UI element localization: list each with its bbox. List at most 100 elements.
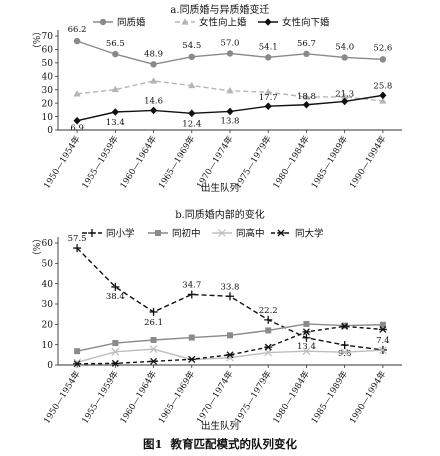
panel-a-series-2-point-7-shape xyxy=(302,93,311,100)
panel-b-series-4-point-4 xyxy=(187,355,196,363)
panel-b-legend-marker-1 xyxy=(88,229,96,237)
panel-a-y-axis-label: （%） xyxy=(32,27,43,54)
panel-b-series-2-point-5-shape xyxy=(227,332,233,339)
panel-a-series-3-label-6: 17.7 xyxy=(259,93,278,103)
panel-b-series-2-point-6-shape xyxy=(265,327,272,334)
panel-b-series-4-point-5 xyxy=(226,351,234,359)
panel-b-legend-marker-1-shape xyxy=(88,229,96,237)
panel-b-series-3-point-7 xyxy=(302,347,311,356)
panel-a-series-1-point-9-shape xyxy=(379,56,387,63)
panel-a-series-2-point-6-shape xyxy=(264,88,272,95)
panel-a-series-3-point-1 xyxy=(73,116,81,125)
panel-a-legend-item-3 xyxy=(258,18,278,26)
panel-a-series-1-point-7 xyxy=(303,50,310,58)
panel-a-series-1-point-8-shape xyxy=(341,54,348,61)
figure-label: 图1 xyxy=(142,437,163,451)
panel-b-series-4-point-9 xyxy=(378,325,387,333)
panel-a-x-tick-label-2: 1960—1964年 xyxy=(118,133,160,190)
panel-a-series-2-point-2-shape xyxy=(111,85,119,93)
panel-b-series-1-point-8 xyxy=(340,341,349,350)
panel-b-y-tick-label-6: 60 xyxy=(42,239,54,249)
panel-b-legend-label-3: 同高中 xyxy=(236,228,265,240)
panel-b-series-1-point-8-shape xyxy=(340,341,349,350)
panel-b-series-4-point-9-shape xyxy=(378,325,387,333)
panel-b-legend-marker-2-shape xyxy=(155,230,161,236)
panel-b-series-1-point-2-shape xyxy=(111,282,120,291)
panel-b-series-3-point-9-shape xyxy=(378,346,387,355)
panel-a-series-1-point-2 xyxy=(112,50,119,58)
panel-b-series-2-point-7 xyxy=(303,320,310,327)
panel-a-series-1-label-7: 56.7 xyxy=(297,39,316,49)
panel-b-series-2-point-2-shape xyxy=(112,340,119,347)
panel-b-x-tick-label-0: 1950—1954年 xyxy=(41,368,83,425)
panel-b-legend-item-2 xyxy=(148,230,168,236)
panel-b-series-1-point-3 xyxy=(149,307,158,316)
panel-a-series-3-label-7: 18.8 xyxy=(297,92,316,102)
panel-a-x-tick-label-8: 1990—1994年 xyxy=(347,133,389,190)
panel-a-series-3-point-4-shape xyxy=(188,109,196,118)
panel-a-series-3-label-1: 6.9 xyxy=(70,124,84,134)
panel-b-series-1-point-2 xyxy=(111,282,120,291)
panel-b-series-2-point-4 xyxy=(188,334,195,341)
panel-a-series-3-label-4: 12.4 xyxy=(182,119,201,129)
panel-a-series-3-point-2 xyxy=(111,108,119,116)
panel-a-legend-label-3: 女性向下婚 xyxy=(282,17,330,29)
panel-b-series-1-label-1: 57.5 xyxy=(68,234,87,244)
panel-b-x-tick-label-5: 1975—1979年 xyxy=(233,368,275,425)
panel-a-x-tick-label-3: 1965—1969年 xyxy=(156,133,198,190)
panel-b-legend-marker-3-shape xyxy=(218,229,226,237)
panel-a-y-tick-label-7: 70 xyxy=(42,32,54,42)
panel-a-series-3-point-3-shape xyxy=(149,106,158,115)
panel-b-legend-item-3 xyxy=(212,229,232,237)
panel-b-series-1-point-7 xyxy=(302,333,311,342)
panel-a-series-3-point-1-shape xyxy=(73,116,81,125)
panel-b-x-tick-label-6: 1980—1984年 xyxy=(271,368,313,425)
panel-a-series-1-label-5: 57.0 xyxy=(221,38,240,48)
panel-a-series-3-point-5-shape xyxy=(226,107,234,116)
panel-b-series-2-point-5 xyxy=(227,332,233,339)
panel-b-y-axis-label: （%） xyxy=(32,234,43,261)
panel-b-title: b.同质婚内部的变化 xyxy=(175,208,265,221)
panel-a-series-1-point-1 xyxy=(73,37,81,45)
panel-b-y-tick-label-4: 40 xyxy=(42,280,54,290)
panel-a-series-1-label-6: 54.1 xyxy=(259,42,278,52)
panel-a-series-2-point-5 xyxy=(226,86,234,94)
panel-a-series-1-point-4-shape xyxy=(188,53,195,61)
panel-b-series-1-point-1-shape xyxy=(73,244,82,253)
panel-b-series-3-point-1-shape xyxy=(73,358,82,367)
panel-b-x-tick-label-8: 1990—1994年 xyxy=(347,368,389,425)
panel-a-series-3-point-3 xyxy=(149,106,158,115)
panel-a-legend-item-1 xyxy=(93,18,113,26)
panel-a-series-3-point-6-shape xyxy=(264,102,272,111)
panel-b-series-4-point-5-shape xyxy=(226,351,234,359)
panel-a-x-tick-label-7: 1985—1989年 xyxy=(309,133,351,190)
panel-a-series-1-point-9 xyxy=(379,56,387,63)
panel-b-series-1-point-7-shape xyxy=(302,333,311,342)
panel-a-y-tick-label-5: 50 xyxy=(42,59,54,69)
panel-b-series-4-point-6 xyxy=(264,343,273,351)
panel-b-series-3-point-2-shape xyxy=(111,347,120,356)
panel-a-series-2-point-4 xyxy=(188,81,196,89)
panel-a-series-3-label-5: 13.8 xyxy=(221,116,240,126)
panel-b-y-tick-label-0: 0 xyxy=(47,361,53,371)
panel-a-series-3-point-7-shape xyxy=(302,100,311,109)
panel-b-series-2-point-3-shape xyxy=(150,336,157,343)
panel-b-series-2-point-3 xyxy=(150,336,157,343)
panel-a-series-2-point-8-shape xyxy=(341,93,349,100)
panel-b-legend-item-1 xyxy=(82,229,102,237)
panel-a-x-axis-title: 出生队列 xyxy=(201,182,239,194)
panel-a-legend-marker-2-shape xyxy=(181,18,189,25)
panel-a-y-tick-label-3: 30 xyxy=(42,86,54,96)
panel-b-series-1-point-5 xyxy=(226,292,234,301)
panel-a-series-2-point-9 xyxy=(379,97,387,104)
panel-b-series-3-point-3-shape xyxy=(149,345,158,354)
panel-b-series-4-point-6-shape xyxy=(264,343,273,351)
panel-b-x-tick-label-1: 1955—1959年 xyxy=(80,368,122,425)
panel-b-series-2-point-9-shape xyxy=(379,321,386,328)
panel-a-series-1-point-1-shape xyxy=(73,37,81,45)
panel-b-x-axis-title: 出生队列 xyxy=(201,420,239,432)
panel-a-series-2-point-2 xyxy=(111,85,119,93)
panel-a-title: a.同质婚与异质婚变迁 xyxy=(170,3,269,16)
panel-b-series-1-point-6 xyxy=(264,315,273,324)
panel-a-series-1-label-1: 66.2 xyxy=(68,25,87,35)
